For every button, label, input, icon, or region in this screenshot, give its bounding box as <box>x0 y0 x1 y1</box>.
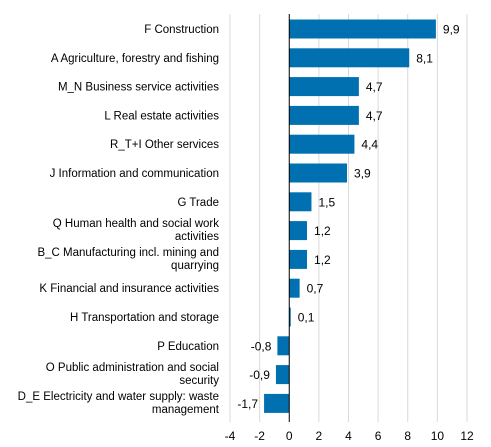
value-label: 1,2 <box>314 224 331 238</box>
bar <box>289 278 300 298</box>
category-label: D_E Electricity and water supply: waste m… <box>18 391 220 416</box>
category-label-line: Q Human health and social work <box>53 218 219 230</box>
value-label: 9,9 <box>443 23 460 37</box>
value-label: 1,5 <box>318 195 335 209</box>
x-tick-label: 12 <box>460 429 474 443</box>
category-label: K Financial and insurance activities <box>39 283 219 295</box>
category-label-line: D_E Electricity and water supply: waste <box>18 391 219 403</box>
value-label: 1,2 <box>314 253 331 267</box>
category-label-line: A Agriculture, forestry and fishing <box>51 53 219 65</box>
category-label: Q Human health and social work activities <box>53 218 219 243</box>
category-label-line: M_N Business service activities <box>58 82 219 94</box>
x-tick-label: 2 <box>316 429 323 443</box>
value-label: 4,4 <box>361 138 378 152</box>
bar <box>289 48 410 68</box>
bar <box>277 336 290 356</box>
category-label-line: B_C Manufacturing incl. mining and <box>37 247 219 259</box>
bar <box>289 134 355 154</box>
value-label: 0,7 <box>307 282 324 296</box>
grid-lines <box>229 14 468 422</box>
bar <box>289 163 348 183</box>
category-label-line: G Trade <box>177 197 219 209</box>
value-label: -0,9 <box>249 368 270 382</box>
value-label: 4,7 <box>366 80 383 94</box>
bar <box>289 77 359 97</box>
bar <box>289 105 359 125</box>
category-label: R_T+I Other services <box>110 139 219 151</box>
category-label: G Trade <box>177 197 219 209</box>
bar <box>289 192 312 212</box>
category-label-line: quarrying <box>171 260 219 272</box>
x-tick-label: -2 <box>254 429 265 443</box>
category-label: L Real estate activities <box>104 110 219 122</box>
value-label: 8,1 <box>416 51 433 65</box>
value-label: -0,8 <box>251 339 272 353</box>
category-label-line: management <box>152 404 220 416</box>
value-label: -1,7 <box>237 397 258 411</box>
category-label: A Agriculture, forestry and fishing <box>51 53 219 65</box>
value-label: 0,1 <box>298 311 315 325</box>
x-tick-label: 10 <box>431 429 445 443</box>
x-tick-label: 8 <box>404 429 411 443</box>
category-label-line: F Construction <box>144 24 219 36</box>
bar <box>289 19 436 39</box>
category-labels: F Construction A Agriculture, forestry an… <box>18 24 220 416</box>
category-label: M_N Business service activities <box>58 82 219 94</box>
category-label: H Transportation and storage <box>70 312 219 324</box>
category-label-line: R_T+I Other services <box>110 139 219 151</box>
x-tick-label: -4 <box>225 429 236 443</box>
category-label-line: J Information and communication <box>50 168 219 180</box>
category-label-line: L Real estate activities <box>104 110 219 122</box>
x-tick-label: 0 <box>286 429 293 443</box>
value-labels: 9,9 8,1 4,7 4,7 4,4 3,9 1,5 1,2 1,2 0,7 0,1 -0,8 -0,… <box>237 23 460 411</box>
category-label: P Education <box>157 341 219 353</box>
bars <box>264 19 436 413</box>
category-label-line: H Transportation and storage <box>70 312 219 324</box>
category-label-line: security <box>179 375 219 387</box>
x-tick-labels: -4 -2 0 2 4 6 8 10 12 <box>225 429 474 443</box>
category-label-line: activities <box>175 231 219 243</box>
category-label-line: O Public administration and social <box>46 362 219 374</box>
bar <box>275 365 290 385</box>
category-label: O Public administration and social securi… <box>46 362 219 387</box>
x-tick-label: 6 <box>375 429 382 443</box>
bar <box>264 393 290 413</box>
value-label: 4,7 <box>366 109 383 123</box>
category-label-line: K Financial and insurance activities <box>39 283 219 295</box>
category-label-line: P Education <box>157 341 219 353</box>
bar <box>289 221 308 241</box>
value-label: 3,9 <box>354 167 371 181</box>
bar <box>289 307 291 327</box>
category-label: B_C Manufacturing incl. mining and quarry… <box>37 247 219 272</box>
category-label: J Information and communication <box>50 168 219 180</box>
x-tick-label: 4 <box>345 429 352 443</box>
category-label: F Construction <box>144 24 219 36</box>
bar <box>289 249 308 269</box>
